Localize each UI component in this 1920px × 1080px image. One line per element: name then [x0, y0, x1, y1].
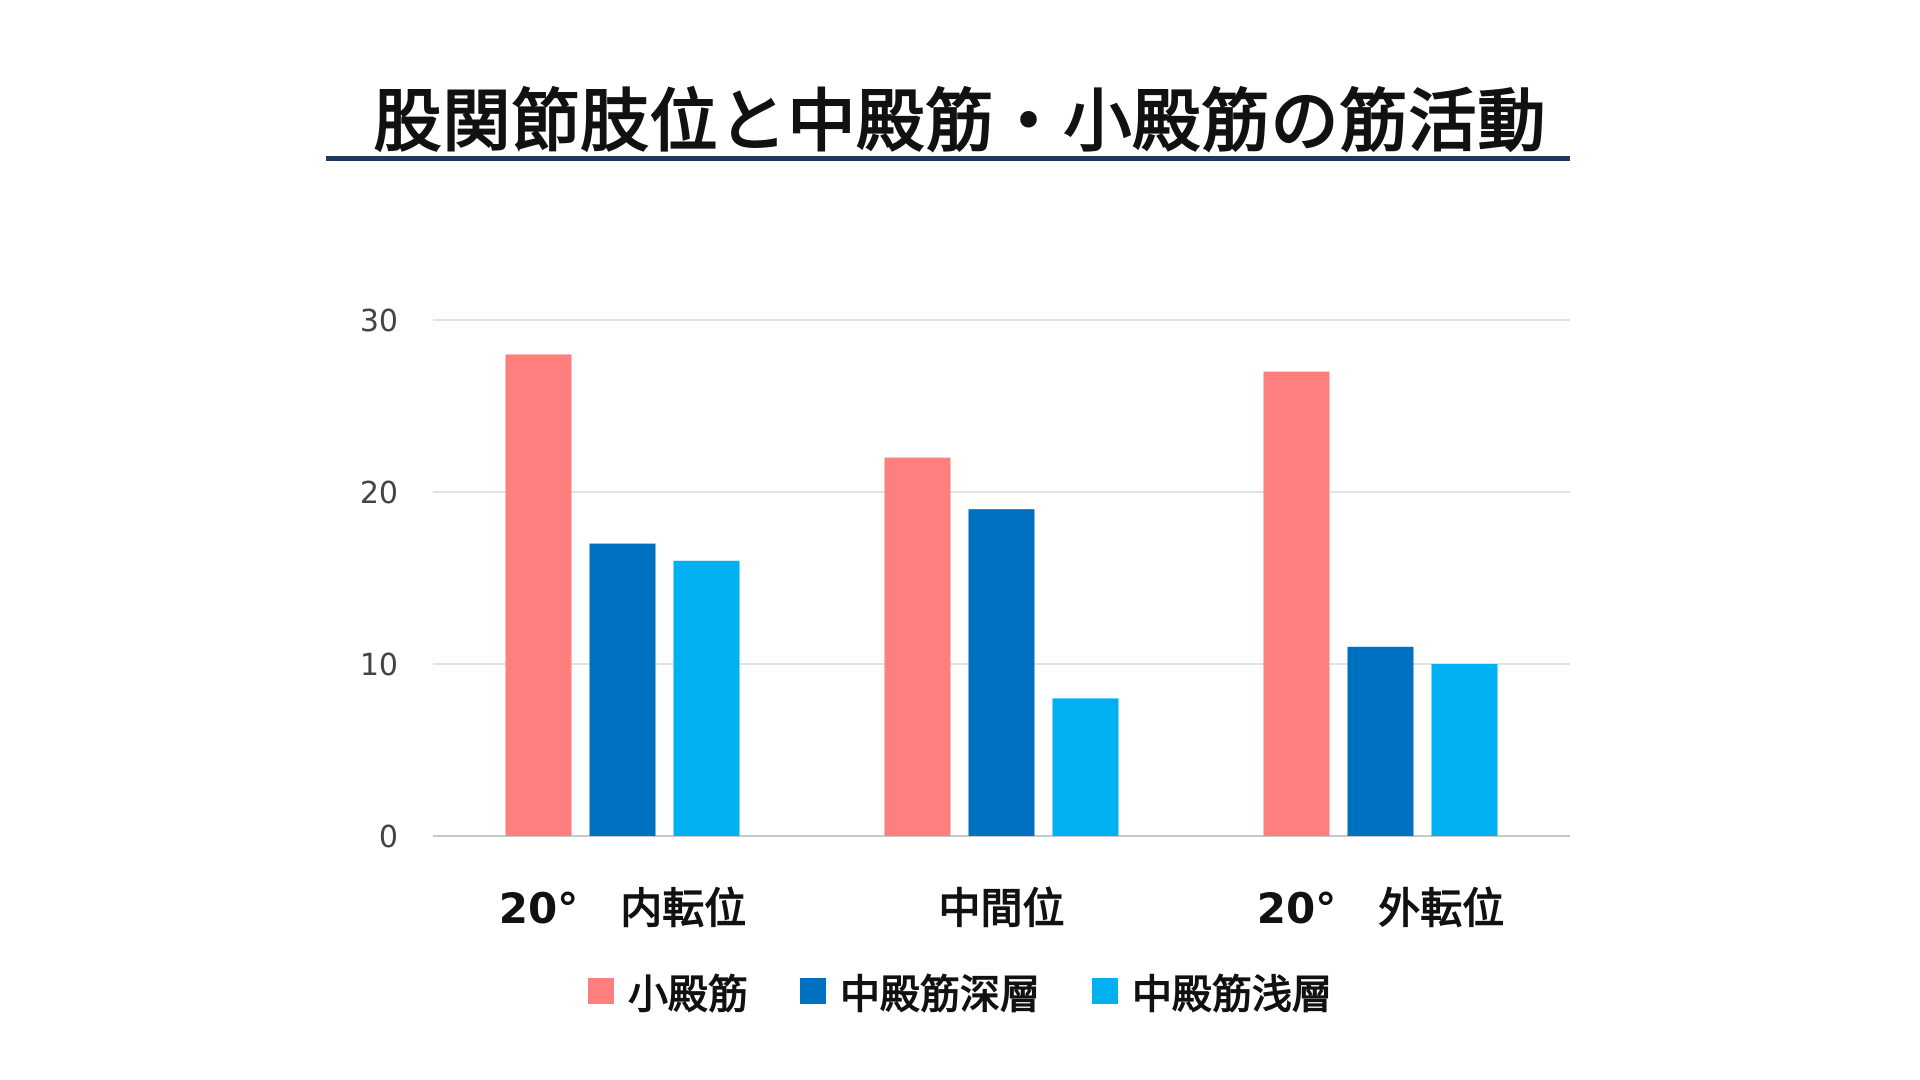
bar-2-3 — [1347, 646, 1414, 836]
y-tick-label: 10 — [360, 648, 398, 683]
bar-3-1 — [673, 560, 740, 836]
category-label: 中間位 — [938, 884, 1064, 933]
bar-1-3 — [1263, 371, 1330, 836]
legend-swatch — [800, 978, 826, 1004]
bar-chart: 0 10 20 30 20° 内転位 中間位 20° 外転位 — [360, 304, 1570, 933]
legend-swatch — [588, 978, 614, 1004]
bar-1-1 — [505, 354, 572, 836]
bar-3-2 — [1052, 698, 1119, 836]
legend-swatch — [1092, 978, 1118, 1004]
category-label: 20° 内転位 — [499, 884, 746, 933]
bar-1-2 — [884, 457, 951, 836]
chart-legend: 小殿筋 中殿筋深層 中殿筋浅層 — [0, 962, 1920, 1020]
chart-title: 股関節肢位と中殿筋・小殿筋の筋活動 — [373, 83, 1547, 162]
legend-label: 中殿筋深層 — [840, 972, 1040, 1018]
category-label: 20° 外転位 — [1257, 884, 1504, 933]
legend-label: 小殿筋 — [628, 972, 748, 1018]
y-tick-label: 20 — [360, 476, 398, 511]
bar-3-3 — [1431, 664, 1498, 836]
legend-item: 小殿筋 — [588, 962, 748, 1020]
bar-2-1 — [589, 543, 656, 836]
legend-item: 中殿筋浅層 — [1092, 962, 1332, 1020]
legend-item: 中殿筋深層 — [800, 962, 1040, 1020]
legend-label: 中殿筋浅層 — [1132, 972, 1332, 1018]
title-underline — [326, 156, 1570, 161]
y-tick-label: 0 — [379, 820, 398, 855]
y-tick-label: 30 — [360, 304, 398, 339]
bar-2-2 — [968, 509, 1035, 836]
